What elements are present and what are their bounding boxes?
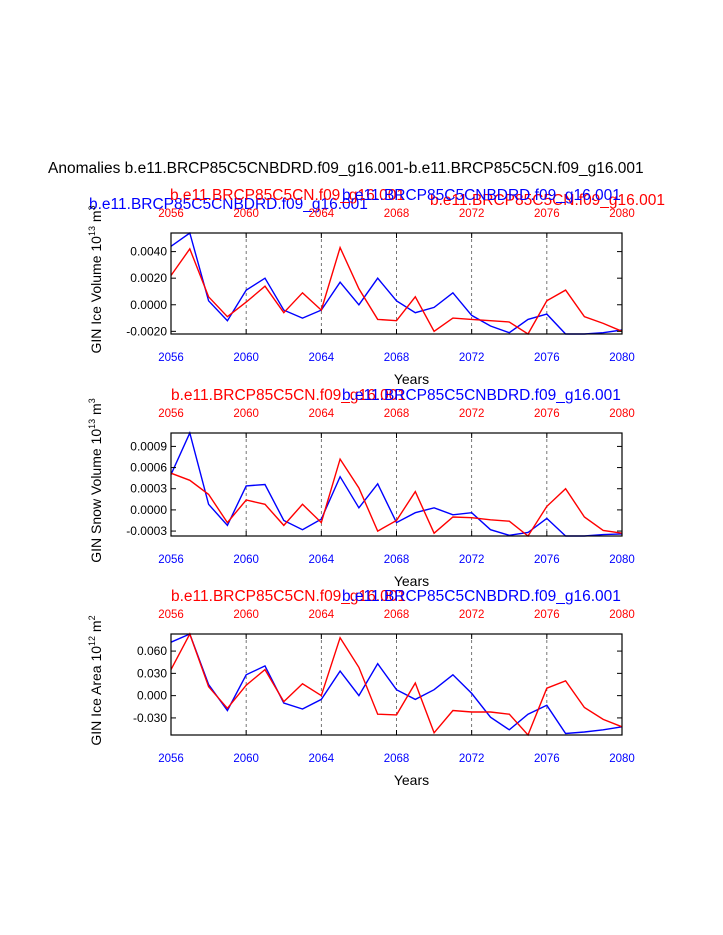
y-axis-label-part: 13 — [87, 226, 97, 236]
y-axis-label: GIN Snow Volume 1013 m3 — [87, 398, 104, 562]
main-title: Anomalies b.e11.BRCP85C5CNBDRD.f09_g16.0… — [48, 160, 644, 177]
panel-snow-volume: 2056 2056 2060 2060 2064 2064 2068 2068 2072 2072… — [87, 387, 635, 589]
y-axis-label-part: 3 — [87, 205, 97, 210]
y-tick-label: 0.000 — [137, 689, 167, 703]
x-tick-label-top: 2060 — [233, 408, 259, 420]
y-tick-label: 0.0020 — [130, 271, 167, 285]
top-label-red-right: b.e11.BRCP85C5CN.f09_g16.001 — [430, 192, 665, 209]
x-tick-label-top: 2076 — [534, 609, 560, 621]
x-tick-label-bottom: 2068 — [384, 554, 410, 566]
y-axis-label-part: m — [88, 620, 104, 636]
x-tick-label-top: 2056 — [158, 609, 184, 621]
y-axis-label-part: 2 — [87, 615, 97, 620]
x-axis-label: Years — [394, 371, 429, 387]
y-tick-label: -0.0003 — [126, 524, 167, 538]
x-tick-label-top: 2064 — [309, 408, 335, 420]
x-tick-label-bottom: 2064 — [309, 753, 335, 765]
y-axis-label: GIN Ice Area 1012 m2 — [87, 615, 104, 745]
x-tick-label-top: 2080 — [609, 208, 635, 220]
series-line-blue — [170, 430, 623, 537]
x-tick-label-top: 2064 — [309, 609, 335, 621]
x-tick-label-top: 2064 — [309, 208, 335, 220]
x-tick-label-bottom: 2056 — [158, 352, 184, 364]
x-tick-label-bottom: 2060 — [233, 554, 259, 566]
series-line-blue — [170, 633, 623, 735]
y-axis-label-part: m — [88, 210, 104, 226]
x-tick-label-bottom: 2080 — [609, 753, 635, 765]
y-tick-label: -0.030 — [133, 711, 167, 725]
x-axis-label: Years — [394, 772, 429, 788]
y-axis-label-part: GIN Ice Area 10 — [88, 646, 104, 746]
x-tick-label-top: 2080 — [609, 408, 635, 420]
panel-ice-volume: 2056 2056 2060 2060 2064 2064 2068 2068 2072 2072… — [87, 205, 635, 387]
y-tick-label: 0.0003 — [130, 482, 167, 496]
x-tick-label-top: 2060 — [233, 208, 259, 220]
panel-title-red: b.e11.BRCP85C5CN.f09_g16.001 — [171, 588, 406, 605]
x-tick-label-top: 2068 — [384, 609, 410, 621]
y-axis-label: GIN Ice Volume 1013 m3 — [87, 205, 104, 353]
x-tick-label-top: 2072 — [459, 609, 485, 621]
x-tick-label-bottom: 2076 — [534, 554, 560, 566]
y-axis-label-part: 12 — [87, 636, 97, 646]
x-tick-label-bottom: 2056 — [158, 554, 184, 566]
x-tick-label-bottom: 2076 — [534, 753, 560, 765]
x-axis-label: Years — [394, 573, 429, 589]
x-tick-label-bottom: 2068 — [384, 352, 410, 364]
x-tick-label-top: 2056 — [158, 408, 184, 420]
x-tick-label-top: 2080 — [609, 609, 635, 621]
panel-title-blue: b.e11.BRCP85C5CNBDRD.f09_g16.001 — [342, 387, 621, 404]
y-axis-label-part: GIN Snow Volume 10 — [88, 429, 104, 563]
series-line-red — [170, 245, 623, 335]
y-axis-label-part: 3 — [87, 398, 97, 403]
x-tick-label-bottom: 2072 — [459, 753, 485, 765]
x-tick-label-top: 2072 — [459, 408, 485, 420]
x-tick-label-bottom: 2072 — [459, 352, 485, 364]
panel-title-red: b.e11.BRCP85C5CN.f09_g16.001 — [171, 387, 406, 404]
x-tick-label-bottom: 2064 — [309, 554, 335, 566]
top-label-blue: b.e11.BRCP85C5CNBDRD.f09_g16.001 — [89, 196, 368, 213]
x-tick-label-top: 2076 — [534, 208, 560, 220]
panel-ice-area: 2056 2056 2060 2060 2064 2064 2068 2068 2072 2072… — [87, 588, 635, 788]
x-tick-label-top: 2056 — [158, 208, 184, 220]
x-tick-label-top: 2068 — [384, 408, 410, 420]
y-tick-label: 0.0000 — [130, 503, 167, 517]
y-axis-label-part: m — [88, 403, 104, 419]
y-tick-label: -0.0020 — [126, 324, 167, 338]
series-line-red — [170, 632, 623, 737]
x-tick-label-bottom: 2064 — [309, 352, 335, 364]
x-tick-label-top: 2076 — [534, 408, 560, 420]
y-tick-label: 0.030 — [137, 666, 167, 680]
y-tick-label: 0.0006 — [130, 461, 167, 475]
y-tick-label: 0.0000 — [130, 298, 167, 312]
top-label-blue-overlap: b.e11.BRCP85C5CNBDRD.f09_g16.001 — [342, 187, 621, 204]
series-line-red — [170, 457, 623, 538]
x-tick-label-bottom: 2056 — [158, 753, 184, 765]
x-tick-label-top: 2060 — [233, 609, 259, 621]
panel-title-blue: b.e11.BRCP85C5CNBDRD.f09_g16.001 — [342, 588, 621, 605]
x-tick-label-top: 2072 — [459, 208, 485, 220]
x-tick-label-bottom: 2076 — [534, 352, 560, 364]
y-tick-label: 0.0009 — [130, 439, 167, 453]
y-axis-label-part: 13 — [87, 419, 97, 429]
x-tick-label-bottom: 2060 — [233, 753, 259, 765]
y-axis-label-part: GIN Ice Volume 10 — [88, 236, 104, 354]
top-label-red-left: b.e11.BRCP85C5CN.f09_g16.001 — [170, 187, 405, 204]
x-tick-label-bottom: 2080 — [609, 352, 635, 364]
x-tick-label-bottom: 2068 — [384, 753, 410, 765]
y-tick-label: 0.0040 — [130, 245, 167, 259]
x-tick-label-bottom: 2072 — [459, 554, 485, 566]
x-tick-label-bottom: 2080 — [609, 554, 635, 566]
y-tick-label: 0.060 — [137, 644, 167, 658]
x-tick-label-top: 2068 — [384, 208, 410, 220]
x-tick-label-bottom: 2060 — [233, 352, 259, 364]
series-line-blue — [170, 231, 623, 335]
